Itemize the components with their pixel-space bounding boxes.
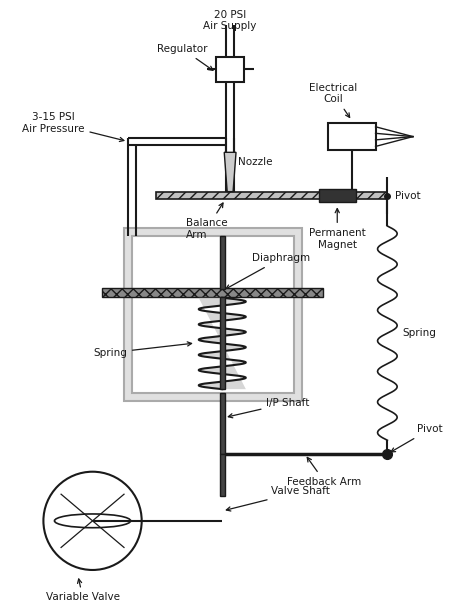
Circle shape xyxy=(43,472,142,570)
Text: 20 PSI
Air Supply: 20 PSI Air Supply xyxy=(203,10,257,31)
Bar xyxy=(220,393,225,454)
Text: Balance
Arm: Balance Arm xyxy=(186,203,228,240)
Bar xyxy=(217,57,244,82)
Bar xyxy=(220,297,225,389)
Bar xyxy=(328,123,376,150)
Bar xyxy=(220,454,225,496)
Text: Spring: Spring xyxy=(402,328,436,338)
Text: Spring: Spring xyxy=(93,342,191,358)
Bar xyxy=(319,189,356,203)
Polygon shape xyxy=(224,152,236,192)
Text: I/P Shaft: I/P Shaft xyxy=(228,398,310,418)
Bar xyxy=(103,288,323,297)
Bar xyxy=(156,192,388,200)
Text: Electrical
Coil: Electrical Coil xyxy=(309,82,358,117)
Polygon shape xyxy=(199,297,246,389)
Text: Permanent
Magnet: Permanent Magnet xyxy=(309,209,366,249)
Text: Variable Valve: Variable Valve xyxy=(46,579,120,601)
Bar xyxy=(124,228,302,401)
Text: Diaphragm: Diaphragm xyxy=(226,254,310,289)
Bar xyxy=(132,236,294,393)
Ellipse shape xyxy=(55,514,131,528)
Text: Pivot: Pivot xyxy=(395,191,421,201)
Text: Valve Shaft: Valve Shaft xyxy=(226,486,330,511)
Text: Pivot: Pivot xyxy=(391,424,443,452)
Text: Regulator: Regulator xyxy=(157,44,213,70)
Text: Nozzle: Nozzle xyxy=(238,157,273,167)
Text: Feedback Arm: Feedback Arm xyxy=(287,457,361,487)
Bar xyxy=(220,236,225,289)
Text: 3-15 PSI
Air Pressure: 3-15 PSI Air Pressure xyxy=(22,112,124,141)
